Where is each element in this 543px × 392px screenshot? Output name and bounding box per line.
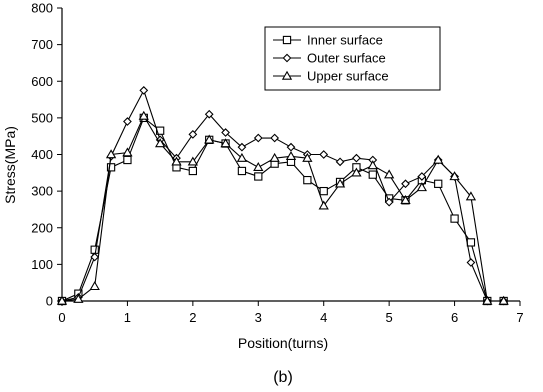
data-point-upper-surface bbox=[433, 154, 444, 164]
x-axis-ticks: 0 1 2 3 4 5 6 7 bbox=[58, 301, 524, 325]
data-point-upper-surface bbox=[220, 138, 231, 148]
x-tick-label: 0 bbox=[58, 310, 65, 325]
data-point-upper-surface bbox=[187, 156, 199, 166]
data-point-outer-surface bbox=[204, 109, 214, 119]
data-point-inner-surface bbox=[450, 214, 459, 223]
data-point-upper-surface bbox=[122, 147, 133, 157]
x-tick-label: 4 bbox=[320, 310, 327, 325]
data-point-outer-surface bbox=[319, 150, 329, 159]
data-point-upper-surface bbox=[73, 293, 84, 303]
legend-box bbox=[264, 26, 441, 91]
data-point-inner-surface bbox=[123, 155, 132, 165]
series-layer bbox=[56, 86, 509, 306]
data-point-inner-surface bbox=[188, 166, 198, 176]
data-point-upper-surface bbox=[334, 178, 346, 188]
data-point-upper-surface bbox=[367, 160, 378, 170]
data-point-upper-surface bbox=[383, 169, 395, 179]
data-point-outer-surface bbox=[401, 179, 410, 189]
data-point-upper-surface bbox=[253, 162, 264, 172]
data-point-upper-surface bbox=[105, 149, 117, 159]
data-point-outer-surface bbox=[188, 129, 198, 139]
data-point-upper-surface bbox=[465, 191, 477, 201]
data-point-outer-surface bbox=[237, 142, 247, 152]
data-point-inner-surface bbox=[434, 179, 443, 188]
data-point-upper-surface bbox=[302, 152, 313, 162]
data-point-upper-surface bbox=[351, 167, 362, 177]
data-point-inner-surface bbox=[466, 238, 476, 247]
data-point-upper-surface bbox=[416, 182, 428, 192]
figure-caption: (b) bbox=[273, 369, 293, 386]
data-point-outer-surface bbox=[384, 197, 394, 207]
y-tick-label: 800 bbox=[31, 1, 53, 16]
y-axis-label: Stress(MPa) bbox=[2, 126, 18, 204]
legend-label-inner-surface: Inner surface bbox=[307, 33, 383, 48]
data-point-upper-surface bbox=[204, 134, 215, 144]
data-point-inner-surface bbox=[106, 163, 116, 172]
legend-marker-upper-surface bbox=[281, 70, 293, 80]
data-point-upper-surface bbox=[449, 171, 460, 181]
series-line-upper-surface bbox=[61, 114, 504, 302]
y-axis-ticks: 0 100 200 300 400 500 600 700 800 bbox=[31, 1, 62, 309]
data-point-outer-surface bbox=[253, 133, 263, 143]
data-point-upper-surface bbox=[269, 152, 280, 162]
data-point-outer-surface bbox=[352, 153, 361, 163]
data-point-inner-surface bbox=[368, 170, 377, 179]
y-tick-label: 0 bbox=[46, 294, 53, 309]
x-tick-label: 6 bbox=[451, 310, 458, 325]
data-point-upper-surface bbox=[89, 281, 100, 291]
data-point-upper-surface bbox=[236, 152, 248, 162]
data-point-upper-surface bbox=[56, 295, 68, 305]
legend-marker-inner-surface bbox=[282, 35, 292, 45]
y-tick-label: 600 bbox=[31, 74, 53, 89]
y-tick-label: 200 bbox=[31, 220, 53, 235]
data-point-outer-surface bbox=[335, 157, 345, 167]
y-tick-label: 300 bbox=[31, 184, 53, 199]
legend-label-outer-surface: Outer surface bbox=[307, 51, 386, 66]
data-point-inner-surface bbox=[303, 175, 312, 185]
series-outer-surface bbox=[57, 86, 509, 306]
x-tick-label: 5 bbox=[386, 310, 393, 325]
y-tick-label: 400 bbox=[31, 147, 53, 162]
data-point-upper-surface bbox=[482, 295, 493, 305]
series-line-inner-surface bbox=[61, 116, 504, 302]
data-point-outer-surface bbox=[417, 172, 427, 181]
x-tick-label: 3 bbox=[255, 310, 262, 325]
data-point-outer-surface bbox=[90, 252, 100, 262]
y-tick-label: 700 bbox=[31, 37, 53, 52]
data-point-upper-surface bbox=[498, 295, 509, 305]
data-point-upper-surface bbox=[138, 110, 149, 120]
y-tick-label: 500 bbox=[31, 110, 53, 125]
data-point-outer-surface bbox=[221, 128, 230, 137]
x-tick-label: 7 bbox=[516, 310, 523, 325]
data-point-inner-surface bbox=[319, 186, 328, 196]
y-tick-label: 100 bbox=[31, 257, 53, 272]
data-point-upper-surface bbox=[171, 156, 182, 166]
data-point-outer-surface bbox=[270, 133, 280, 143]
x-axis-label: Position(turns) bbox=[238, 335, 328, 351]
series-line-outer-surface bbox=[61, 89, 504, 302]
legend-label-upper-surface: Upper surface bbox=[307, 69, 389, 84]
data-point-inner-surface bbox=[90, 245, 99, 254]
data-point-outer-surface bbox=[139, 86, 149, 95]
data-point-outer-surface bbox=[123, 117, 132, 126]
data-point-upper-surface bbox=[400, 194, 411, 204]
data-point-outer-surface bbox=[286, 142, 296, 152]
legend: Inner surface Outer surface Upper surface bbox=[264, 26, 441, 91]
data-point-inner-surface bbox=[237, 166, 247, 176]
x-tick-label: 2 bbox=[189, 310, 196, 325]
legend-marker-outer-surface bbox=[282, 53, 292, 63]
data-point-outer-surface bbox=[466, 258, 476, 267]
data-point-upper-surface bbox=[318, 200, 329, 210]
x-tick-label: 1 bbox=[124, 310, 131, 325]
data-point-upper-surface bbox=[285, 151, 297, 161]
series-upper-surface bbox=[56, 110, 509, 305]
data-point-upper-surface bbox=[154, 138, 166, 148]
data-point-inner-surface bbox=[254, 172, 263, 181]
